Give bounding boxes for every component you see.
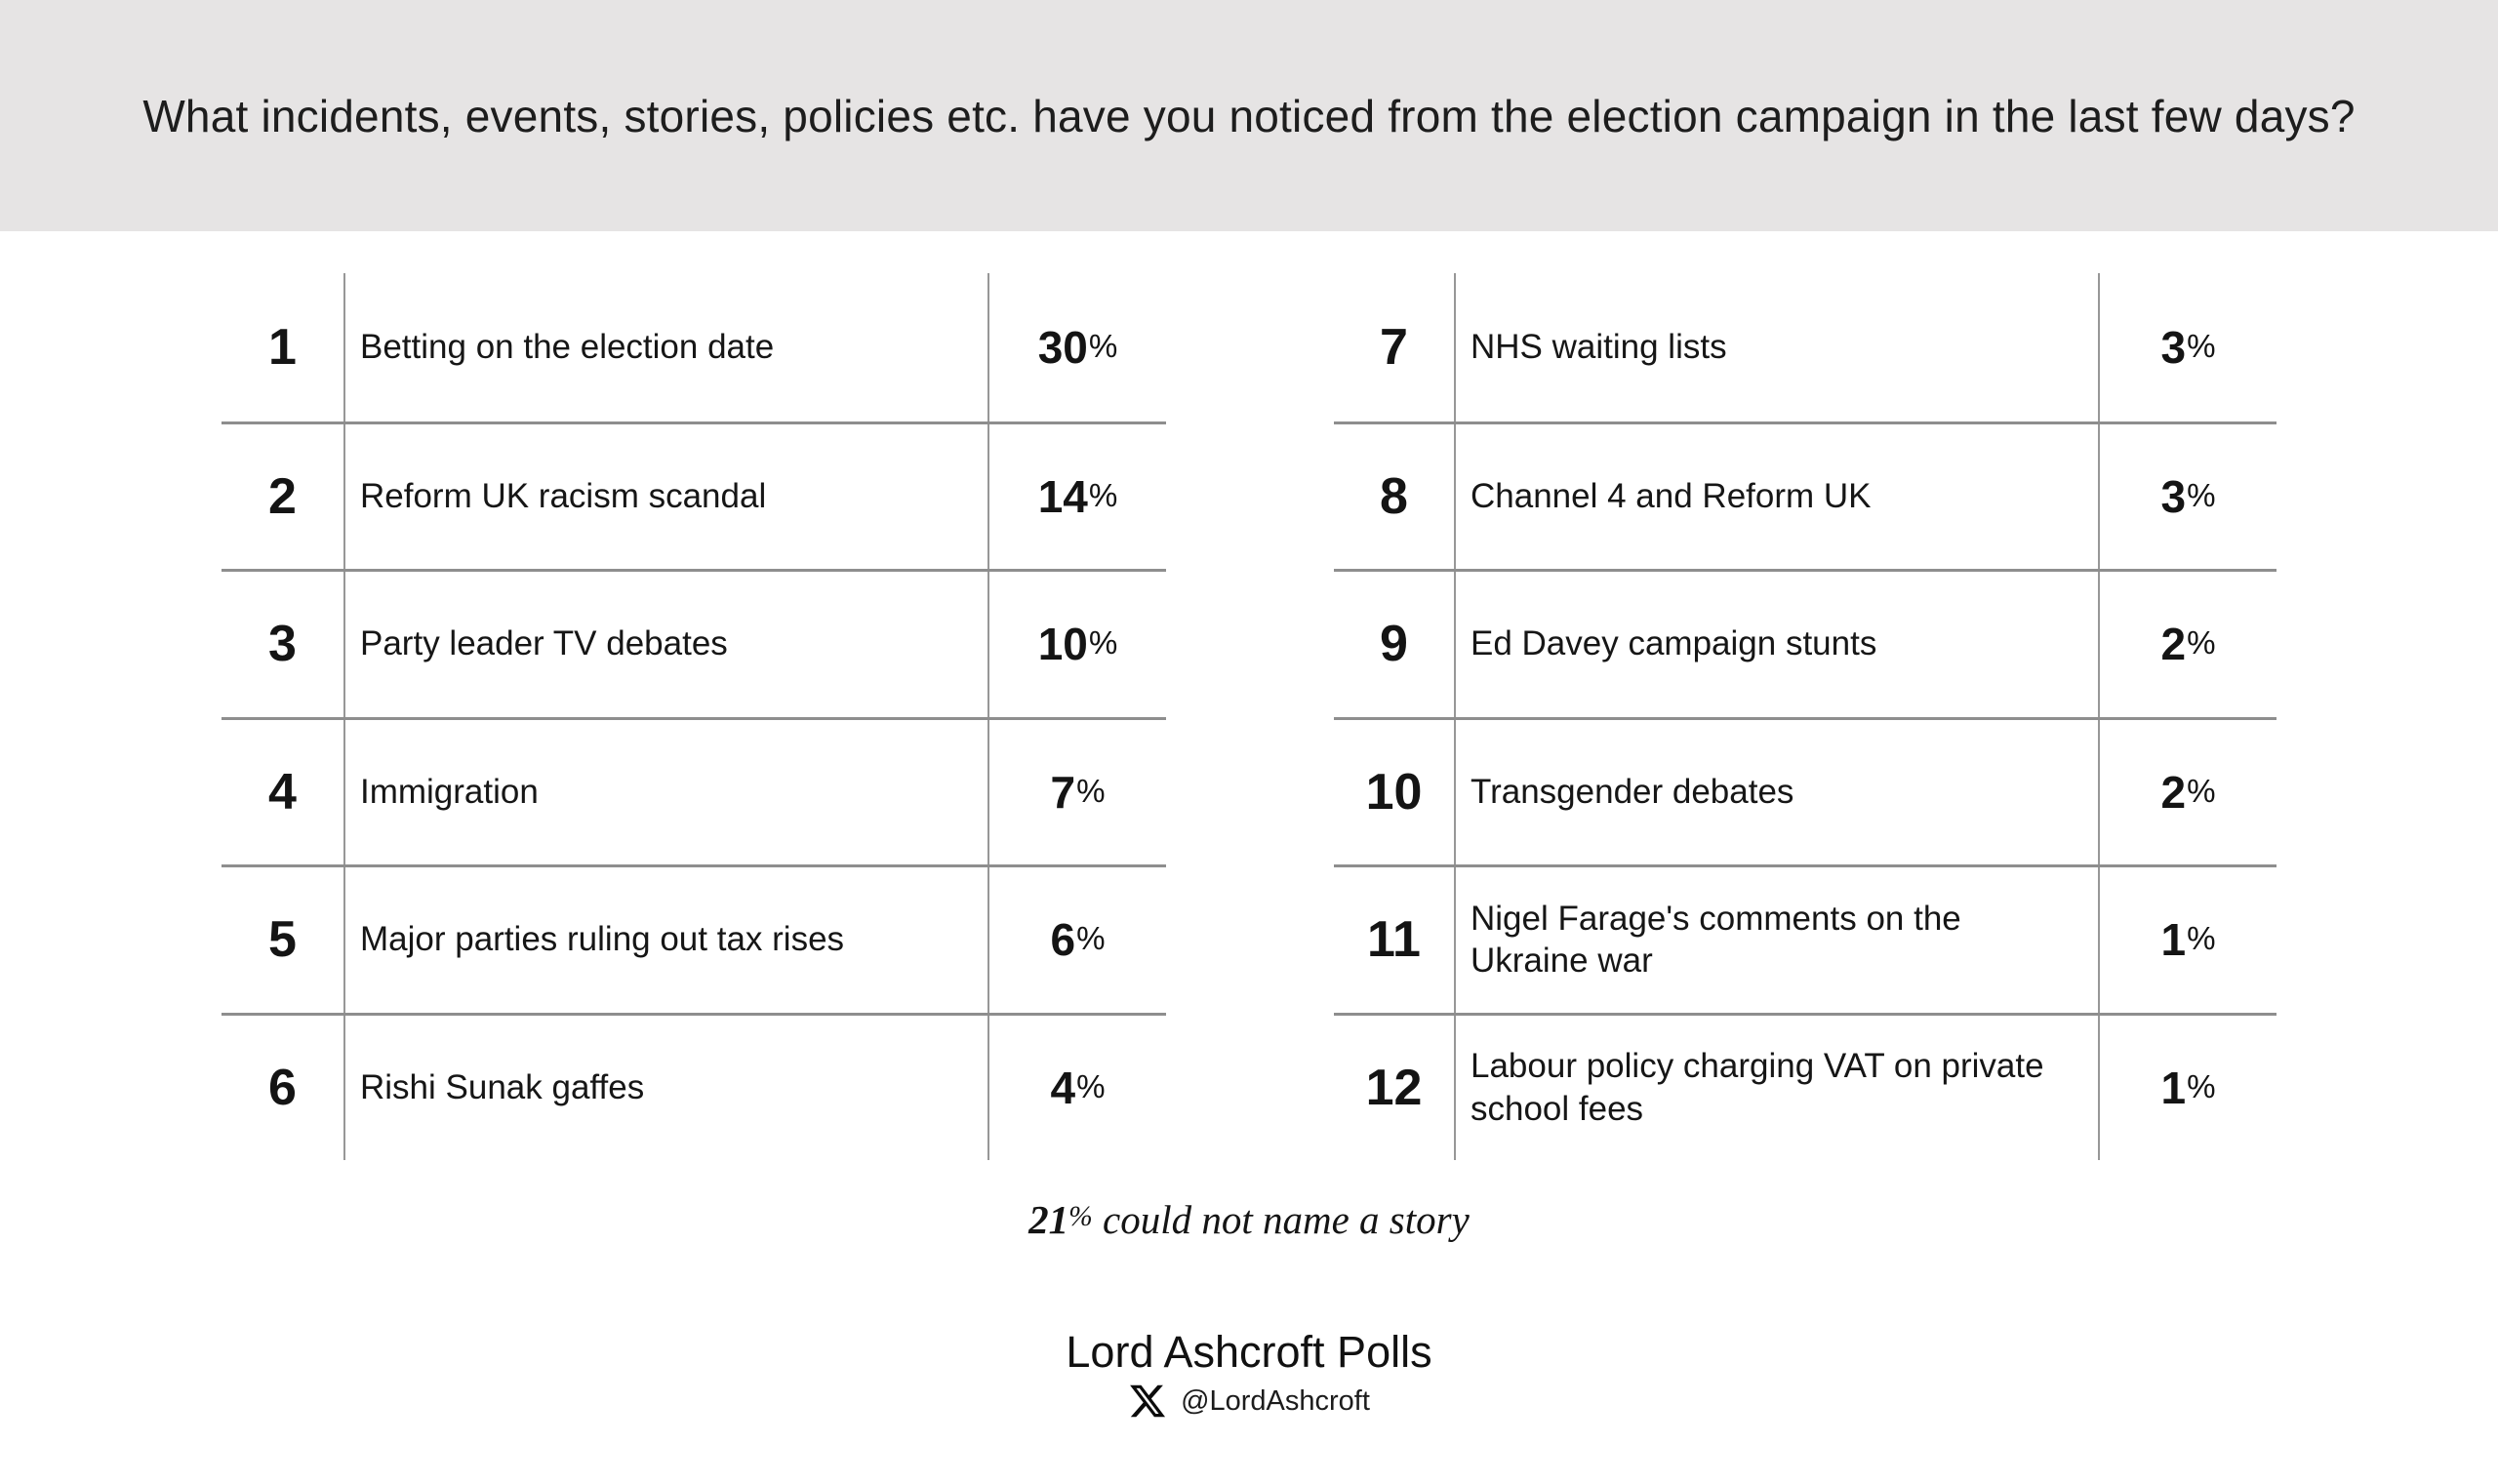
rank-cell: 3 [268,616,297,673]
percent-cell: 3% [2098,273,2276,421]
table-row: 5 Major parties ruling out tax rises 6% [222,864,1166,1013]
percent-cell: 3% [2098,423,2276,569]
social-handle-row: @LordAshcroft [0,1382,2498,1421]
x-logo-icon [1128,1382,1167,1421]
table-row: 3 Party leader TV debates 10% [222,569,1166,717]
story-label: Labour policy charging VAT on private sc… [1454,1015,2098,1160]
table-row: 4 Immigration 7% [222,716,1166,864]
percent-cell: 1% [2098,867,2276,1013]
footnote-percent: 21 [1028,1197,1069,1242]
rank-cell: 2 [268,467,297,525]
rank-cell: 8 [1380,467,1408,525]
brand-name: Lord Ashcroft Polls [1066,1327,1432,1377]
table-row: 7 NHS waiting lists 3% [1334,273,2276,421]
percent-cell: 2% [2098,572,2276,717]
table-row: 10 Transgender debates 2% [1334,716,2276,864]
footnote-percent-sign: % [1068,1200,1093,1232]
rank-cell: 10 [1365,763,1423,821]
twitter-handle: @LordAshcroft [1181,1384,1370,1417]
story-label: Immigration [343,719,987,864]
footnote-text: could not name a story [1092,1197,1470,1242]
table-row: 1 Betting on the election date 30% [222,273,1166,421]
table-row: 6 Rishi Sunak gaffes 4% [222,1012,1166,1160]
rank-cell: 1 [268,318,297,376]
story-label: Rishi Sunak gaffes [343,1015,987,1160]
table-row: 11 Nigel Farage's comments on the Ukrain… [1334,864,2276,1013]
table-row: 12 Labour policy charging VAT on private… [1334,1012,2276,1160]
story-label: NHS waiting lists [1454,273,2098,421]
story-label: Reform UK racism scandal [343,423,987,569]
story-label: Transgender debates [1454,719,2098,864]
story-label: Betting on the election date [343,273,987,421]
table-row: 9 Ed Davey campaign stunts 2% [1334,569,2276,717]
story-label: Ed Davey campaign stunts [1454,572,2098,717]
rank-cell: 11 [1367,911,1421,969]
percent-cell: 1% [2098,1015,2276,1160]
percent-cell: 10% [987,572,1166,717]
percent-cell: 14% [987,423,1166,569]
story-label: Nigel Farage's comments on the Ukraine w… [1454,867,2098,1013]
footer: Lord Ashcroft Polls @LordAshcroft [0,1327,2498,1421]
table-row: 2 Reform UK racism scandal 14% [222,421,1166,569]
percent-cell: 7% [987,719,1166,864]
rank-table-left: 1 Betting on the election date 30% 2 Ref… [222,273,1166,1160]
page-title: What incidents, events, stories, policie… [142,90,2356,141]
story-label: Major parties ruling out tax rises [343,867,987,1013]
rank-cell: 7 [1380,318,1408,376]
rank-table-right: 7 NHS waiting lists 3% 8 Channel 4 and R… [1334,273,2276,1160]
rank-cell: 5 [268,911,297,969]
percent-cell: 30% [987,273,1166,421]
story-label: Party leader TV debates [343,572,987,717]
story-label: Channel 4 and Reform UK [1454,423,2098,569]
rank-cell: 4 [268,763,297,821]
percent-cell: 2% [2098,719,2276,864]
rank-cell: 12 [1365,1059,1423,1116]
rank-cell: 9 [1380,616,1408,673]
rank-cell: 6 [268,1059,297,1116]
percent-cell: 4% [987,1015,1166,1160]
percent-cell: 6% [987,867,1166,1013]
header-band: What incidents, events, stories, policie… [0,0,2498,231]
table-row: 8 Channel 4 and Reform UK 3% [1334,421,2276,569]
footnote: 21% could not name a story [0,1196,2498,1243]
